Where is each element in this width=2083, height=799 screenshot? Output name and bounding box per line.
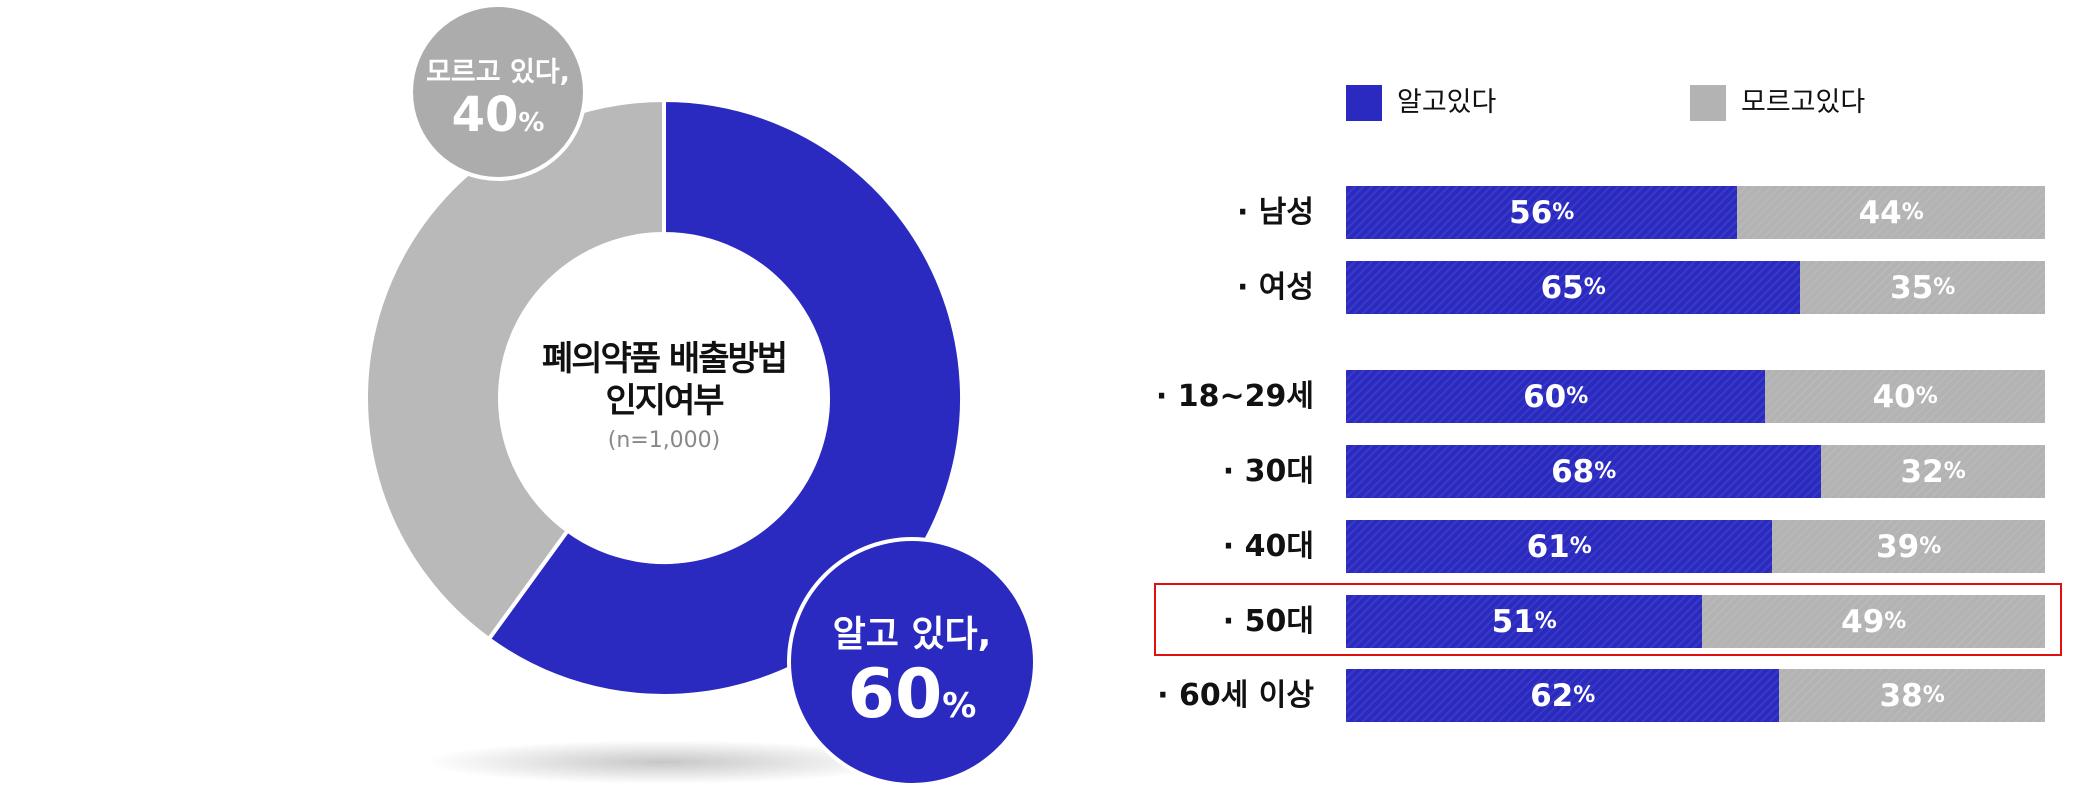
category-label: · 50대 — [1222, 604, 1314, 639]
bar-unit-label: % — [1901, 200, 1924, 225]
bar-value-label: 39 — [1876, 528, 1920, 565]
bar-value-label: 51 — [1491, 603, 1535, 640]
bar-value-label: 49 — [1841, 603, 1885, 640]
bar-value-label: 68 — [1551, 453, 1595, 490]
known-slice-label: 알고 있다, — [832, 614, 992, 655]
known-bubble-label: 알고 있다, 60% — [792, 605, 1032, 744]
category-label: · 40대 — [1222, 529, 1314, 564]
bar-known: 68% — [1346, 445, 1822, 498]
bar-known: 62% — [1346, 669, 1780, 722]
bar-unit-label: % — [1573, 683, 1596, 708]
donut-subtitle: (n=1,000) — [607, 428, 721, 453]
bar-unit-label: % — [1884, 609, 1907, 634]
highlight-box-50s — [1154, 583, 2062, 656]
legend-swatch-unknown — [1690, 85, 1726, 121]
bar-unit-label: % — [1534, 609, 1557, 634]
bar-known: 56% — [1346, 186, 1738, 239]
bar-value-label: 60 — [1523, 378, 1567, 415]
known-slice-value: 60 — [847, 655, 943, 734]
bar-value-label: 65 — [1540, 269, 1584, 306]
bar-value-label: 56 — [1509, 194, 1553, 231]
legend-swatch-known — [1346, 85, 1382, 121]
bar-known: 61% — [1346, 520, 1773, 573]
bar-value-label: 61 — [1526, 528, 1570, 565]
category-label: · 60세 이상 — [1157, 678, 1314, 713]
donut-slice-unknown — [364, 97, 666, 642]
bar-unit-label: % — [1915, 384, 1938, 409]
donut-title-line1: 폐의약품 배출방법 — [541, 339, 788, 379]
bar-unknown: 49% — [1702, 595, 2045, 648]
known-bubble — [791, 541, 1033, 783]
bar-unit-label: % — [1919, 534, 1942, 559]
bar-unit-label: % — [1943, 459, 1966, 484]
bar-known: 60% — [1346, 370, 1766, 423]
bar-unit-label: % — [1594, 459, 1617, 484]
unknown-slice-label: 모르고 있다, — [426, 57, 570, 88]
bar-unknown: 40% — [1765, 370, 2045, 423]
category-label: · 여성 — [1236, 270, 1314, 305]
bar-value-label: 40 — [1872, 378, 1916, 415]
bar-unit-label: % — [1933, 275, 1956, 300]
bar-known: 51% — [1346, 595, 1703, 648]
bar-known: 65% — [1346, 261, 1801, 314]
legend-label-unknown: 모르고있다 — [1741, 87, 1866, 118]
bar-unknown: 44% — [1737, 186, 2045, 239]
category-label: · 남성 — [1236, 195, 1314, 230]
category-label: · 18~29세 — [1155, 379, 1314, 414]
donut-shadow — [424, 740, 904, 784]
donut-slice-known — [486, 97, 964, 698]
bar-unknown: 39% — [1772, 520, 2045, 573]
unknown-bubble-label: 모르고있다 모르고 있다, 40% — [398, 50, 598, 149]
bar-unit-label: % — [1566, 384, 1589, 409]
bar-unit-label: % — [1922, 683, 1945, 708]
donut-title: 폐의약품 배출방법 인지여부 — [464, 338, 864, 422]
bar-value-label: 62 — [1530, 677, 1574, 714]
known-slice-unit: % — [942, 686, 977, 726]
donut-title-line2: 인지여부 — [605, 381, 724, 421]
bar-unit-label: % — [1552, 200, 1575, 225]
bar-unit-label: % — [1569, 534, 1592, 559]
unknown-bubble — [413, 7, 583, 177]
bar-unit-label: % — [1583, 275, 1606, 300]
bar-unknown: 35% — [1800, 261, 2045, 314]
bar-value-label: 44 — [1858, 194, 1902, 231]
bar-unknown: 38% — [1779, 669, 2045, 722]
donut-chart — [364, 7, 1033, 784]
bar-unknown: 32% — [1821, 445, 2045, 498]
legend-label-known: 알고있다 — [1397, 87, 1497, 118]
bar-value-label: 38 — [1879, 677, 1923, 714]
unknown-slice-unit: % — [518, 108, 545, 138]
bar-value-label: 35 — [1890, 269, 1934, 306]
unknown-slice-value: 40 — [451, 87, 519, 143]
category-label: · 30대 — [1222, 454, 1314, 489]
bar-value-label: 32 — [1900, 453, 1944, 490]
